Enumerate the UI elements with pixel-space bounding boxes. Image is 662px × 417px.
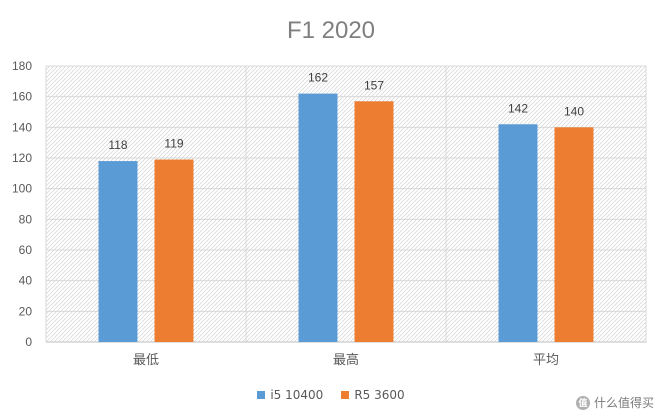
bar xyxy=(98,161,138,342)
x-tick-label: 平均 xyxy=(533,353,559,368)
bar-data-label: 140 xyxy=(564,104,584,118)
bar-data-label: 118 xyxy=(108,138,127,152)
bar xyxy=(154,159,194,342)
y-tick-label: 160 xyxy=(12,90,32,104)
y-tick-label: 100 xyxy=(12,182,32,196)
bar-data-label: 142 xyxy=(508,101,528,115)
y-tick-label: 180 xyxy=(12,59,32,73)
y-tick-label: 60 xyxy=(19,243,33,257)
bar xyxy=(554,127,594,342)
y-tick-label: 140 xyxy=(12,120,32,134)
bar xyxy=(498,124,538,343)
y-tick-label: 80 xyxy=(19,212,33,226)
watermark-logo-icon: 值 xyxy=(575,395,590,410)
legend-swatch-r5 xyxy=(341,391,350,399)
y-tick-label: 120 xyxy=(12,151,32,165)
legend-label-r5: R5 3600 xyxy=(354,388,405,402)
y-tick-label: 20 xyxy=(19,304,33,318)
chart-title: F1 2020 xyxy=(287,17,375,44)
bar xyxy=(354,101,394,343)
y-tick-label: 40 xyxy=(19,274,33,288)
x-tick-label: 最低 xyxy=(133,353,159,368)
legend-item-r5: R5 3600 xyxy=(341,388,405,402)
bar-data-label: 119 xyxy=(164,137,183,151)
legend-label-i5: i5 10400 xyxy=(270,388,324,402)
plot-area xyxy=(46,66,646,342)
watermark: 值 什么值得买 xyxy=(575,394,654,411)
y-tick-label: 0 xyxy=(25,335,32,349)
watermark-text: 什么值得买 xyxy=(593,396,654,410)
legend-item-i5: i5 10400 xyxy=(257,388,323,402)
bar xyxy=(298,93,338,342)
legend-swatch-i5 xyxy=(257,391,266,399)
x-tick-label: 最高 xyxy=(333,352,359,368)
bar-data-label: 162 xyxy=(308,71,328,85)
bar-data-label: 157 xyxy=(364,78,384,92)
legend: i5 10400 R5 3600 xyxy=(0,388,662,402)
